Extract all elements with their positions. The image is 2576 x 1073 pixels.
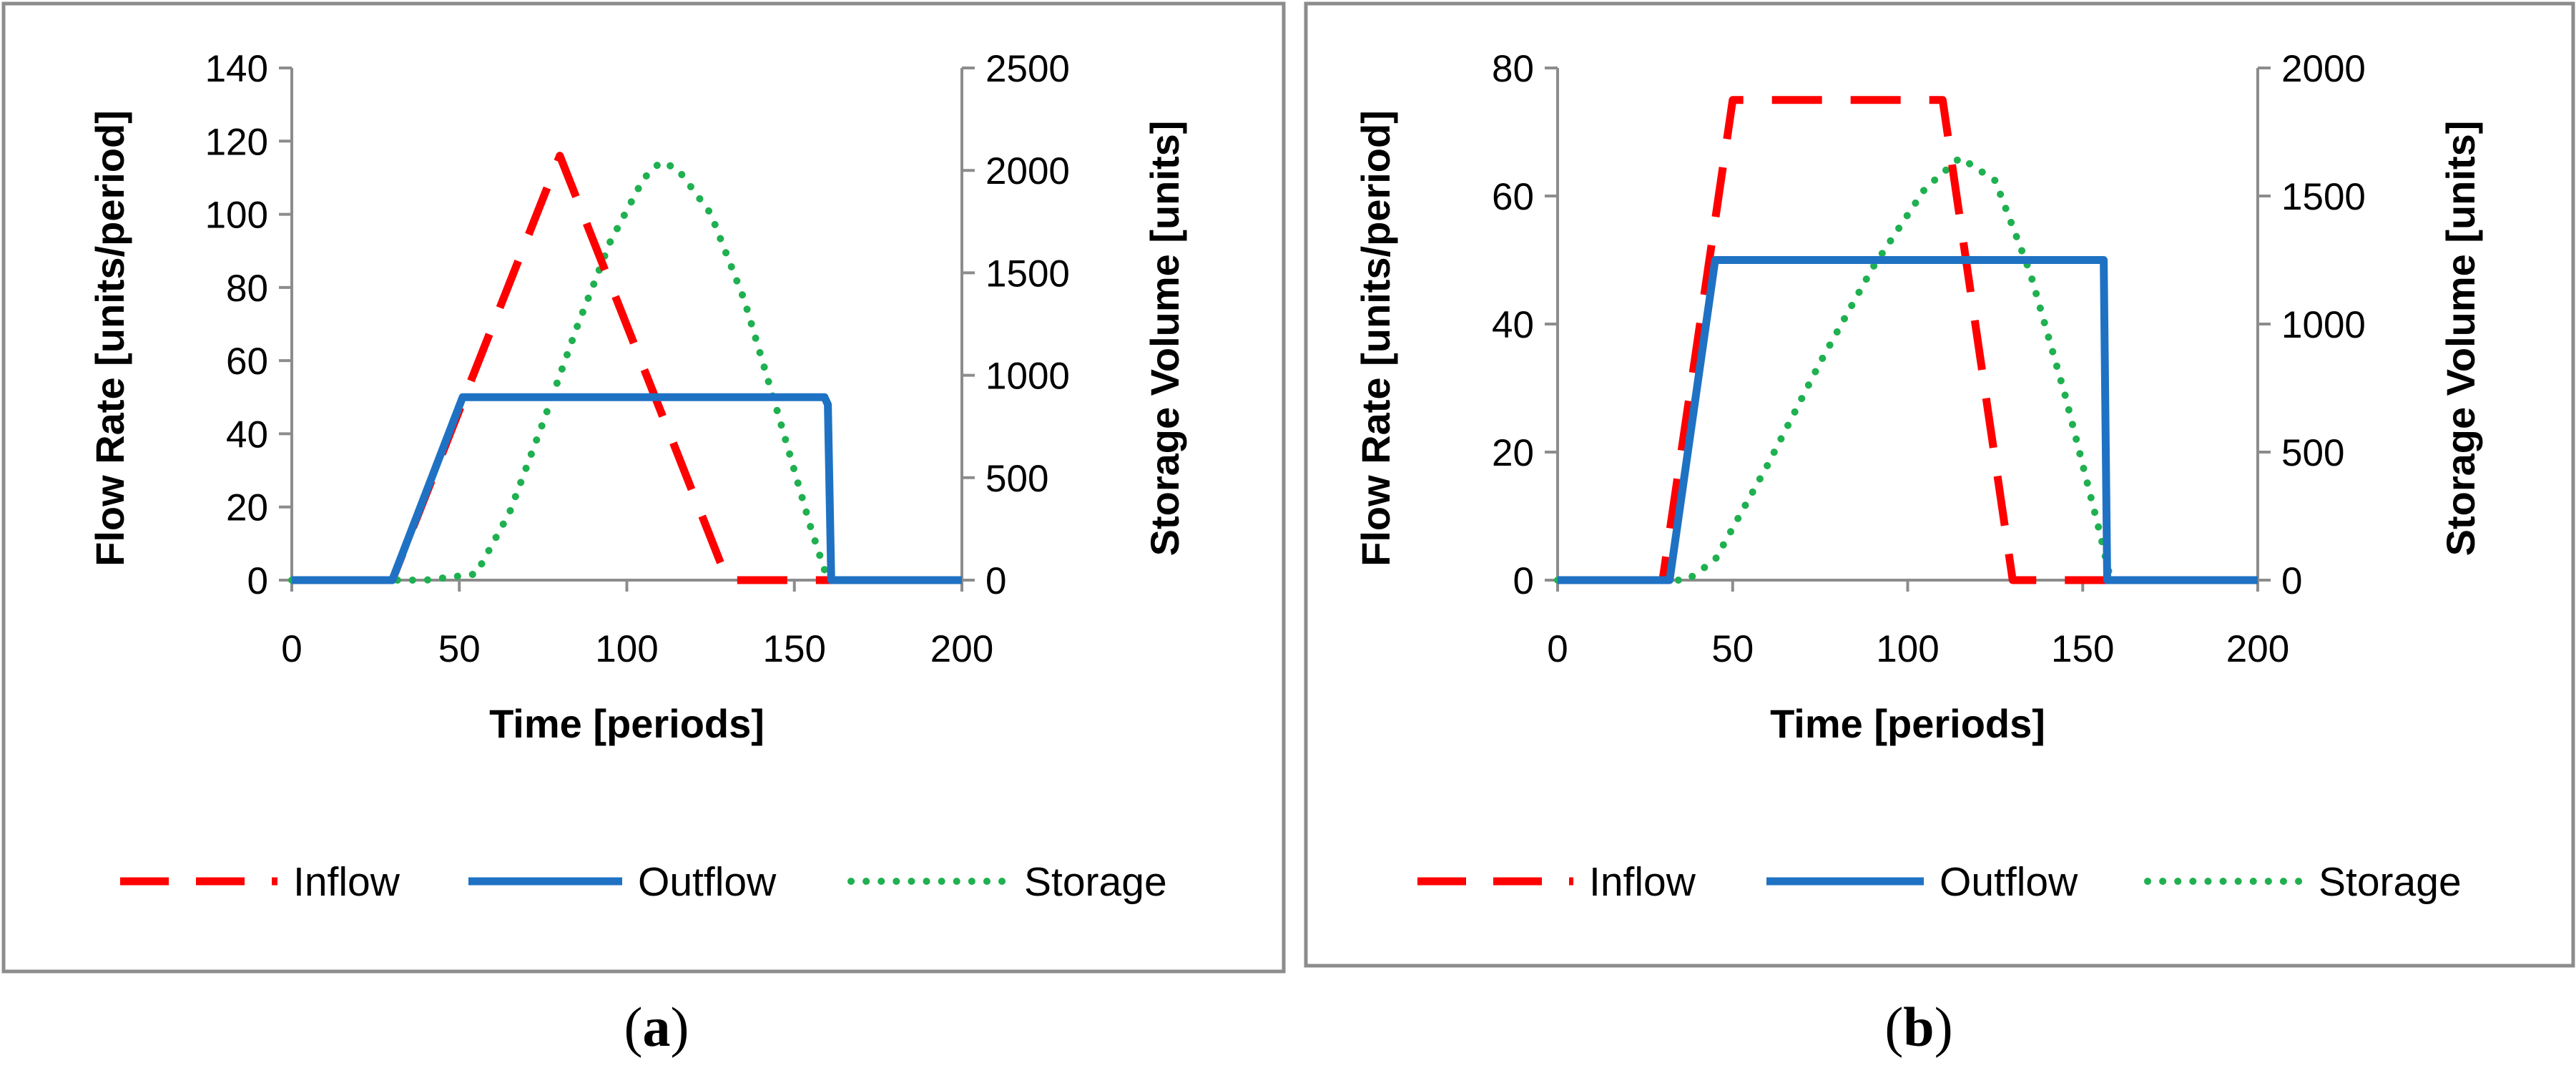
y-axis-title: Flow Rate [units/period] bbox=[1353, 110, 1398, 567]
y-axis-title: Flow Rate [units/period] bbox=[87, 110, 132, 567]
chart-panel-a: 0 20 40 60 80 100 120 140 0 500 1000 1500 2000 2500 0 5… bbox=[1, 1, 1286, 1058]
y2-tick-label: 2500 bbox=[985, 48, 1070, 90]
y-tick-label: 100 bbox=[205, 195, 268, 237]
x-tick-label: 100 bbox=[595, 628, 658, 670]
x-tick-label: 200 bbox=[930, 628, 993, 670]
legend-label-outflow: Outflow bbox=[638, 859, 777, 905]
y-tick-label: 20 bbox=[1492, 432, 1534, 474]
x-tick-label: 100 bbox=[1876, 628, 1939, 670]
series-line-outflow bbox=[1558, 256, 2258, 584]
legend-label-storage: Storage bbox=[2319, 859, 2462, 905]
chart-panel-b: 0 20 40 60 80 0 500 1000 1500 2000 0 50 100 150 200 Tim… bbox=[1304, 1, 2575, 1058]
panel-label-close-paren: ) bbox=[1935, 996, 1953, 1058]
y2-axis-title: Storage Volume [units] bbox=[1142, 121, 1187, 557]
y-tick-label: 80 bbox=[226, 268, 268, 310]
y2-tick-label: 2000 bbox=[985, 150, 1070, 192]
y-tick-label: 120 bbox=[205, 121, 268, 163]
y2-tick-label: 2000 bbox=[2281, 48, 2366, 90]
panel-label-open-paren: ( bbox=[1884, 996, 1903, 1058]
panel-label-open-paren: ( bbox=[624, 996, 643, 1058]
y-tick-label: 140 bbox=[205, 48, 268, 90]
x-tick-label: 150 bbox=[763, 628, 826, 670]
panel-label-letter: a bbox=[643, 996, 671, 1058]
x-tick-label: 50 bbox=[438, 628, 481, 670]
y-tick-label: 20 bbox=[226, 487, 268, 529]
y2-tick-label: 0 bbox=[2281, 560, 2302, 602]
legend-label-storage: Storage bbox=[1024, 859, 1167, 905]
x-axis-title: Time [periods] bbox=[489, 701, 765, 746]
x-tick-label: 0 bbox=[1547, 628, 1568, 670]
series-line-inflow bbox=[1558, 96, 2258, 584]
x-tick-label: 0 bbox=[281, 628, 302, 670]
chart-frame bbox=[1304, 1, 2575, 968]
series-line-inflow bbox=[292, 152, 962, 584]
y2-tick-label: 0 bbox=[985, 560, 1006, 602]
chart-frame bbox=[1, 1, 1286, 974]
y-tick-label: 60 bbox=[1492, 176, 1534, 218]
y2-tick-label: 500 bbox=[2281, 432, 2344, 474]
y2-tick-label: 1000 bbox=[985, 356, 1070, 398]
y2-axis-title: Storage Volume [units] bbox=[2438, 121, 2483, 557]
y-tick-label: 0 bbox=[1513, 560, 1534, 602]
y-tick-label: 0 bbox=[247, 560, 268, 602]
panel-label: (a) bbox=[624, 996, 689, 1058]
series-line-storage bbox=[288, 158, 965, 584]
series-line-outflow bbox=[292, 393, 962, 584]
y2-tick-label: 1000 bbox=[2281, 304, 2366, 346]
y2-tick-label: 1500 bbox=[2281, 176, 2366, 218]
x-tick-label: 150 bbox=[2051, 628, 2114, 670]
y2-tick-label: 500 bbox=[985, 458, 1048, 500]
panel-label-letter: b bbox=[1903, 996, 1934, 1058]
y-tick-label: 60 bbox=[226, 340, 268, 383]
y2-tick-label: 1500 bbox=[985, 253, 1070, 295]
legend-label-inflow: Inflow bbox=[293, 859, 400, 905]
panel-label-close-paren: ) bbox=[671, 996, 689, 1058]
legend-label-inflow: Inflow bbox=[1589, 859, 1696, 905]
x-axis-title: Time [periods] bbox=[1770, 701, 2045, 746]
y-tick-label: 40 bbox=[1492, 304, 1534, 346]
panel-label: (b) bbox=[1884, 996, 1952, 1058]
legend-label-outflow: Outflow bbox=[1940, 859, 2078, 905]
x-tick-label: 50 bbox=[1711, 628, 1754, 670]
y-tick-label: 80 bbox=[1492, 48, 1534, 90]
series-line-storage bbox=[1554, 154, 2261, 584]
y-tick-label: 40 bbox=[226, 413, 268, 456]
x-tick-label: 200 bbox=[2226, 628, 2289, 670]
